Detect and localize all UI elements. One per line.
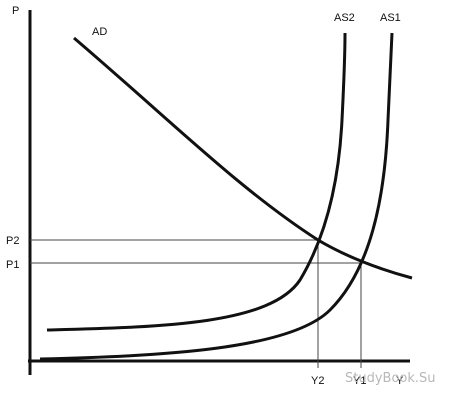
as2-curve — [46, 32, 347, 332]
y-axis-label: P — [12, 5, 19, 17]
y2-label: Y2 — [311, 375, 324, 387]
as1-label: AS1 — [380, 12, 401, 24]
ad-curve — [73, 36, 413, 280]
ad-label: AD — [92, 26, 107, 38]
p2-label: P2 — [6, 235, 19, 247]
as1-curve — [39, 32, 394, 361]
p1-label: P1 — [6, 259, 19, 271]
watermark-text: StudyBook.Su — [345, 371, 436, 386]
as2-label: AS2 — [334, 12, 355, 24]
x-axis-label: Y — [396, 375, 404, 387]
y1-label: Y1 — [353, 375, 366, 387]
